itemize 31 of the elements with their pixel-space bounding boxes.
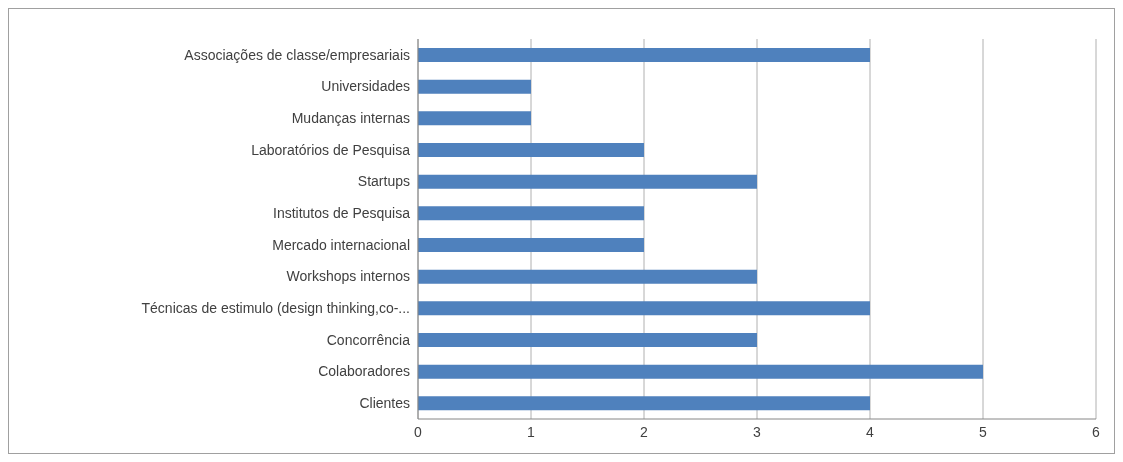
bar: [418, 79, 531, 94]
y-tick-label: Workshops internos: [286, 268, 410, 285]
bar: [418, 364, 983, 379]
x-tick-label: 2: [640, 423, 649, 440]
x-tick-label: 1: [527, 423, 536, 440]
y-tick-label: Clientes: [359, 395, 410, 412]
y-tick-label: Técnicas de estimulo (design thinking,co-...: [141, 300, 410, 317]
y-tick-label: Colaboradores: [318, 363, 410, 380]
bar: [418, 111, 531, 126]
bar: [418, 238, 644, 252]
y-tick-label: Institutos de Pesquisa: [273, 205, 411, 222]
bar: [418, 333, 757, 347]
y-tick-label: Associações de classe/empresariais: [184, 46, 410, 63]
bar: [418, 206, 644, 221]
y-tick-label: Laboratórios de Pesquisa: [251, 141, 411, 158]
x-tick-label: 3: [753, 423, 762, 440]
bar: [418, 396, 870, 411]
x-tick-label: 5: [979, 423, 988, 440]
bar: [418, 143, 644, 157]
x-tick-label: 4: [866, 423, 875, 440]
x-tick-label: 6: [1092, 423, 1101, 440]
y-tick-label: Startups: [357, 173, 410, 190]
bar: [418, 48, 870, 62]
y-tick-label: Mercado internacional: [272, 236, 410, 253]
bar: [418, 301, 870, 316]
bar: [418, 269, 757, 284]
y-tick-label: Universidades: [321, 78, 410, 95]
y-tick-label: Concorrência: [326, 331, 411, 348]
y-tick-label: Mudanças internas: [291, 110, 410, 127]
bar: [418, 174, 757, 189]
x-tick-label: 0: [414, 423, 423, 440]
